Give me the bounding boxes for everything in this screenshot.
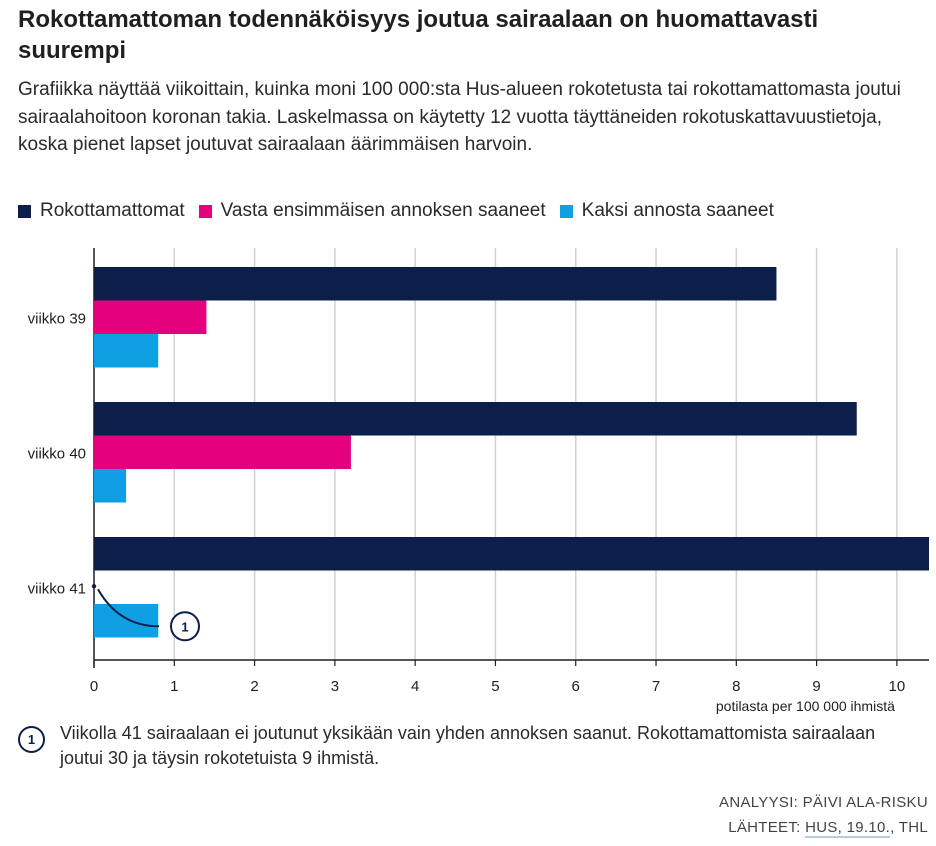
- legend-item-unvaccinated: Rokottamattomat: [18, 200, 185, 222]
- annotation-marker-circle: [170, 611, 200, 642]
- x-tick-label-1: 1: [170, 678, 178, 695]
- x-tick-label-3: 3: [331, 678, 339, 695]
- footnote: 1 Viikolla 41 sairaalaan ei joutunut yks…: [18, 721, 918, 771]
- annotation-marker-label: 1: [181, 619, 188, 634]
- bar-viikko-41-series-1: [94, 537, 929, 571]
- bar-chart: 0 1 2 3 4 5 6 7 8 9 10 potilasta per 100 000 ihmist…: [28, 248, 929, 714]
- category-label-viikko-41: viikko 41: [28, 580, 86, 597]
- x-tick-label-5: 5: [491, 678, 499, 695]
- x-tick-label-7: 7: [652, 678, 660, 695]
- legend-label-two-doses: Kaksi annosta saaneet: [581, 200, 774, 221]
- bar-viikko-39-series-3: [94, 334, 159, 368]
- x-tick-label-8: 8: [732, 678, 740, 695]
- x-axis-label: potilasta per 100 000 ihmistä: [716, 698, 895, 714]
- credits-sources-link[interactable]: HUS, 19.10.: [805, 819, 891, 838]
- legend-swatch-two-doses: [559, 204, 573, 218]
- legend-label-one-dose: Vasta ensimmäisen annoksen saaneet: [220, 200, 546, 221]
- legend-swatch-one-dose: [198, 204, 212, 218]
- chart-title: Rokottamattoman todennäköisyys joutua sa…: [18, 6, 819, 64]
- credits-sources: LÄHTEET: HUS, 19.10., THL: [719, 815, 928, 840]
- credits-analysis: ANALYYSI: PÄIVI ALA-RISKU: [719, 794, 928, 811]
- x-tick-label-2: 2: [250, 678, 258, 695]
- category-label-viikko-40: viikko 40: [28, 445, 86, 462]
- credits: ANALYYSI: PÄIVI ALA-RISKU LÄHTEET: HUS, …: [719, 790, 928, 840]
- footnote-text: Viikolla 41 sairaalaan ei joutunut yksik…: [60, 723, 876, 768]
- legend-swatch-unvaccinated: [18, 204, 31, 218]
- x-tick-label-0: 0: [90, 678, 98, 695]
- bar-viikko-40-series-3: [94, 469, 127, 503]
- bar-viikko-40-series-1: [94, 402, 857, 436]
- credits-sources-suffix: , THL: [890, 819, 928, 836]
- chart-subtitle: Grafiikka näyttää viikoittain, kuinka mo…: [18, 79, 901, 155]
- legend-label-unvaccinated: Rokottamattomat: [40, 200, 185, 221]
- footnote-marker: 1: [18, 726, 45, 753]
- x-tick-label-10: 10: [889, 678, 906, 695]
- bar-viikko-40-series-2: [94, 435, 351, 469]
- category-label-viikko-39: viikko 39: [28, 310, 86, 327]
- legend: Rokottamattomat Vasta ensimmäisen annoks…: [18, 199, 774, 223]
- bar-viikko-41-series-3: [94, 604, 159, 638]
- x-tick-label-6: 6: [572, 678, 580, 695]
- credits-sources-prefix: LÄHTEET:: [728, 819, 806, 836]
- bar-viikko-39-series-1: [94, 267, 777, 301]
- x-tick-label-4: 4: [411, 678, 419, 695]
- annotation-dot: [91, 584, 97, 589]
- bar-viikko-39-series-2: [94, 300, 207, 334]
- x-tick-label-9: 9: [812, 678, 820, 695]
- annotation-leader-line: [97, 588, 160, 628]
- legend-item-two-doses: Kaksi annosta saaneet: [559, 200, 774, 222]
- legend-item-one-dose: Vasta ensimmäisen annoksen saaneet: [198, 200, 546, 222]
